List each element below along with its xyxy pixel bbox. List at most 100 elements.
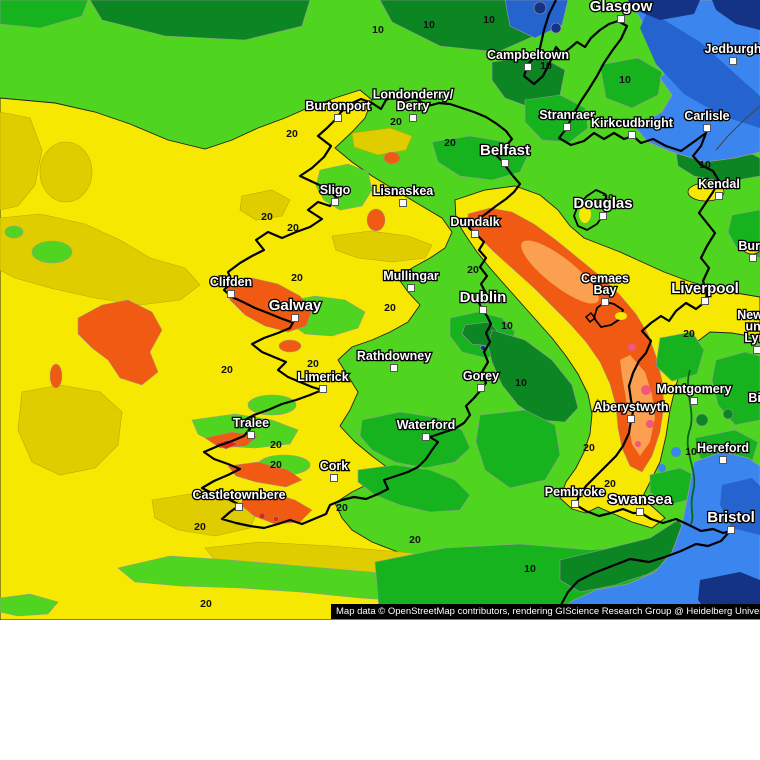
city-label[interactable]: Bir xyxy=(747,390,760,407)
city-marker-galway[interactable] xyxy=(291,314,299,322)
city-label[interactable]: Cemaes xyxy=(580,270,631,287)
city-label[interactable]: Stranraer xyxy=(538,107,596,124)
contour-label-20: 20 xyxy=(270,459,282,471)
city-marker-cemaes[interactable] xyxy=(601,298,609,306)
contour-label-20: 20 xyxy=(286,128,298,140)
city-marker-cork[interactable] xyxy=(330,474,338,482)
city-label[interactable]: Londonderry/ xyxy=(371,86,455,103)
city-marker-montgomery[interactable] xyxy=(690,397,698,405)
city-label[interactable]: Dublin xyxy=(458,288,507,308)
city-marker-dundalk[interactable] xyxy=(471,230,479,238)
contour-label-20: 20 xyxy=(384,302,396,314)
contour-label-10: 10 xyxy=(483,14,495,26)
city-label[interactable]: Lym xyxy=(743,330,760,347)
city-label[interactable]: Burtonport xyxy=(304,98,373,115)
city-marker-lisnaskea[interactable] xyxy=(399,199,407,207)
border-wales-england xyxy=(686,369,696,525)
precipitation-map[interactable]: 10 10 10 10 10 10 10 10 10 10 20 20 20 20 20 20 20 20 20 20… xyxy=(0,0,760,620)
city-label[interactable]: Kendal xyxy=(697,176,741,193)
contour-label-20: 20 xyxy=(409,534,421,546)
city-marker-aberystwyth[interactable] xyxy=(627,415,635,423)
city-marker-glasgow[interactable] xyxy=(617,15,625,23)
contour-labels: 10 10 10 10 10 10 10 10 10 10 20 20 20 20 20 20 20 20 20 20… xyxy=(194,14,711,610)
city-marker-dublin[interactable] xyxy=(479,306,487,314)
city-marker-jedburgh[interactable] xyxy=(729,57,737,65)
city-marker-rathdowney[interactable] xyxy=(390,364,398,372)
city-label[interactable]: Gorey xyxy=(462,368,501,385)
city-marker-stranraer[interactable] xyxy=(563,123,571,131)
city-marker-newca[interactable] xyxy=(753,346,760,354)
city-label[interactable]: Rathdowney xyxy=(356,348,433,365)
city-label[interactable]: Pembroke xyxy=(543,484,606,501)
city-label[interactable]: Kirkcudbright xyxy=(590,115,675,132)
city-marker-clifden[interactable] xyxy=(227,290,235,298)
contour-label-20: 20 xyxy=(307,358,319,370)
city-marker-limerick[interactable] xyxy=(319,385,327,393)
contour-label-10: 10 xyxy=(699,159,711,171)
city-label[interactable]: Cork xyxy=(318,458,349,475)
city-label[interactable]: Tralee xyxy=(232,415,271,432)
city-label[interactable]: Aberystwyth xyxy=(592,399,670,416)
city-marker-liverpool[interactable] xyxy=(701,297,709,305)
city-label[interactable]: Mullingar xyxy=(382,268,440,285)
attribution-text: Map data © OpenStreetMap contributors, r… xyxy=(336,606,760,617)
city-label[interactable]: Bay xyxy=(592,282,618,299)
city-marker-carlisle[interactable] xyxy=(703,124,711,132)
city-marker-burn[interactable] xyxy=(749,254,757,262)
city-marker-campbeltown[interactable] xyxy=(524,63,532,71)
city-marker-mullingar[interactable] xyxy=(407,284,415,292)
contour-label-10: 10 xyxy=(524,563,536,575)
map-attribution: Map data © OpenStreetMap contributors, r… xyxy=(331,604,760,619)
pink-maxima xyxy=(628,343,654,447)
contour-label-10: 10 xyxy=(501,320,513,332)
salmon-cores xyxy=(521,240,655,456)
city-marker-sligo[interactable] xyxy=(331,198,339,206)
city-label[interactable]: Hereford xyxy=(696,440,751,457)
city-marker-pembroke[interactable] xyxy=(571,500,579,508)
contour-label-20: 20 xyxy=(467,264,479,276)
weather-map[interactable]: 10 10 10 10 10 10 10 10 10 10 20 20 20 20 20 20 20 20 20 20… xyxy=(0,0,760,620)
city-label[interactable]: Derry xyxy=(395,98,430,115)
city-marker-castletownbere[interactable] xyxy=(235,503,243,511)
city-marker-swansea[interactable] xyxy=(636,508,644,516)
city-label[interactable]: Campbeltown xyxy=(486,47,571,64)
city-markers[interactable]: Glasgow Campbeltown Jedburgh BurtonportLond… xyxy=(191,0,760,534)
city-label[interactable]: Limerick xyxy=(296,369,350,386)
contour-label-10: 10 xyxy=(685,446,697,458)
city-label[interactable]: Montgomery xyxy=(655,381,733,398)
city-label[interactable]: Burn xyxy=(737,238,760,255)
city-label[interactable]: und xyxy=(744,318,760,335)
city-label[interactable]: Newca xyxy=(736,307,760,324)
city-label[interactable]: Glasgow xyxy=(588,0,653,16)
city-label[interactable]: Douglas xyxy=(572,194,634,214)
city-marker-douglas[interactable] xyxy=(599,212,607,220)
contour-label-20: 20 xyxy=(583,442,595,454)
city-label[interactable]: Liverpool xyxy=(670,279,740,299)
city-marker-gorey[interactable] xyxy=(477,384,485,392)
contour-label-20: 20 xyxy=(683,328,695,340)
city-marker-kendal[interactable] xyxy=(715,192,723,200)
city-label[interactable]: Waterford xyxy=(395,417,456,434)
city-label[interactable]: Carlisle xyxy=(683,108,731,125)
city-marker-tralee[interactable] xyxy=(247,431,255,439)
city-label[interactable]: Lisnaskea xyxy=(371,183,435,200)
city-marker-hereford[interactable] xyxy=(719,456,727,464)
city-marker-waterford[interactable] xyxy=(422,433,430,441)
contour-label-10: 10 xyxy=(423,19,435,31)
coastline-ireland xyxy=(200,93,522,530)
city-label[interactable]: Bristol xyxy=(706,508,756,528)
city-label[interactable]: Swansea xyxy=(607,490,674,510)
city-label[interactable]: Sligo xyxy=(318,182,352,199)
city-label[interactable]: Galway xyxy=(267,296,323,316)
city-label[interactable]: Clifden xyxy=(209,274,254,291)
city-label[interactable]: Jedburgh xyxy=(703,41,760,58)
city-marker-londonderry[interactable] xyxy=(409,114,417,122)
city-label[interactable]: Dundalk xyxy=(449,214,501,231)
city-label[interactable]: Castletownbere xyxy=(191,487,287,504)
city-marker-burtonport[interactable] xyxy=(334,114,342,122)
city-marker-belfast[interactable] xyxy=(501,159,509,167)
city-label[interactable]: Belfast xyxy=(479,141,532,161)
city-marker-kirkcudbright[interactable] xyxy=(628,131,636,139)
city-marker-bristol[interactable] xyxy=(727,526,735,534)
contour-label-10: 10 xyxy=(372,24,384,36)
